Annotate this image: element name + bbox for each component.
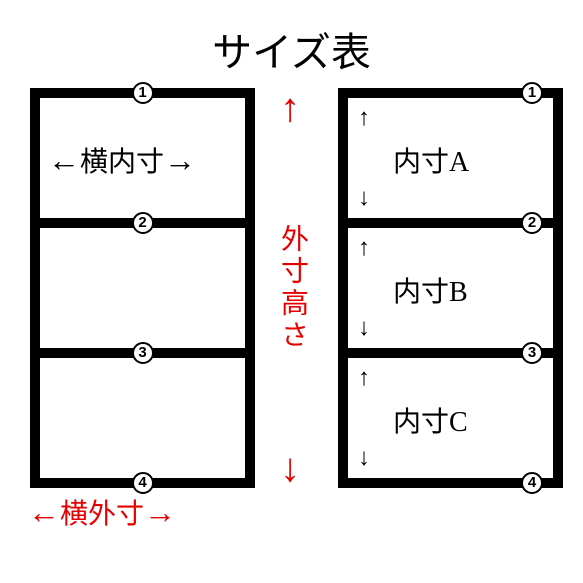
arrow-right-icon: → <box>164 142 196 179</box>
arrow-up-icon: ↑ <box>358 106 370 130</box>
circle-num-3: 3 <box>132 342 154 364</box>
outer-width-arrow: ← 横外寸 → <box>28 492 176 532</box>
inner-c-label: 内寸C <box>393 400 468 440</box>
page-title: サイズ表 <box>0 20 583 78</box>
arrow-up-icon: ↑ <box>358 236 370 260</box>
inner-b-label: 内寸B <box>393 270 468 310</box>
arrow-left-icon: ← <box>28 494 60 531</box>
arrow-up-icon: ↑ <box>280 88 304 128</box>
arrow-down-icon: ↓ <box>358 316 370 340</box>
outer-width-label: 横外寸 <box>60 492 144 532</box>
arrow-down-icon: ↓ <box>280 448 304 488</box>
inner-a-arrow: ↑ ↓ <box>358 106 370 210</box>
outer-height-label: 外寸高さ <box>272 224 312 352</box>
circle-num-1: 1 <box>132 82 154 104</box>
circle-num-1: 1 <box>521 82 543 104</box>
inner-a-label: 内寸A <box>393 140 469 180</box>
arrow-left-icon: ← <box>48 142 80 179</box>
circle-num-2: 2 <box>521 212 543 234</box>
inner-b-arrow: ↑ ↓ <box>358 236 370 340</box>
shelf-left: 1 2 3 4 ← 横内寸 → <box>30 88 255 488</box>
arrow-up-icon: ↑ <box>358 366 370 390</box>
circle-num-4: 4 <box>521 472 543 494</box>
arrow-right-icon: → <box>144 494 176 531</box>
inner-width-label: 横内寸 <box>80 140 164 180</box>
arrow-down-icon: ↓ <box>358 446 370 470</box>
outer-height-arrow: ↑ 外寸高さ ↓ <box>272 88 312 488</box>
inner-c-arrow: ↑ ↓ <box>358 366 370 470</box>
circle-num-2: 2 <box>132 212 154 234</box>
shelf-right: 1 2 3 4 ↑ ↓ 内寸A ↑ ↓ 内寸B ↑ ↓ 内寸C <box>338 88 563 488</box>
arrow-down-icon: ↓ <box>358 186 370 210</box>
circle-num-3: 3 <box>521 342 543 364</box>
inner-width-arrow: ← 横内寸 → <box>48 140 196 180</box>
circle-num-4: 4 <box>132 472 154 494</box>
